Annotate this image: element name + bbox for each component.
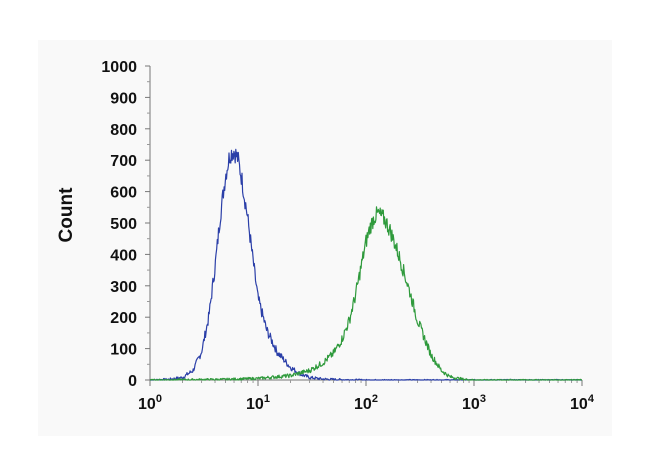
- x-tick-base: 10: [138, 396, 156, 413]
- x-tick-base: 10: [462, 396, 480, 413]
- y-tick-label: 600: [110, 185, 137, 202]
- x-tick-exponent: 1: [264, 393, 270, 405]
- y-tick-label: 100: [110, 342, 137, 359]
- x-tick-label: 103: [462, 393, 486, 413]
- x-tick-exponent: 3: [480, 393, 486, 405]
- series-2-line: [150, 206, 582, 381]
- y-tick-label: 700: [110, 153, 137, 170]
- x-tick-base: 10: [570, 396, 588, 413]
- x-tick-exponent: 0: [156, 393, 162, 405]
- x-tick-exponent: 2: [372, 393, 378, 405]
- x-tick-exponent: 4: [588, 393, 595, 405]
- y-axis-title: Count: [56, 187, 77, 243]
- y-tick-label: 1000: [101, 59, 137, 76]
- y-tick-label: 900: [110, 90, 137, 107]
- axes: [145, 65, 583, 386]
- x-tick-base: 10: [246, 396, 264, 413]
- y-tick-label: 300: [110, 279, 137, 296]
- y-tick-label: 500: [110, 216, 137, 233]
- y-tick-label: 0: [128, 373, 137, 390]
- x-tick-label: 104: [570, 393, 595, 413]
- chart-panel: [38, 40, 612, 436]
- x-tick-label: 102: [354, 393, 378, 413]
- series-1-line: [149, 148, 582, 381]
- y-tick-label: 200: [110, 310, 137, 327]
- y-tick-label: 800: [110, 122, 137, 139]
- x-tick-base: 10: [354, 396, 372, 413]
- x-tick-label: 101: [246, 393, 270, 413]
- y-tick-label: 400: [110, 247, 137, 264]
- series-layer: [149, 148, 582, 381]
- x-tick-label: 100: [138, 393, 162, 413]
